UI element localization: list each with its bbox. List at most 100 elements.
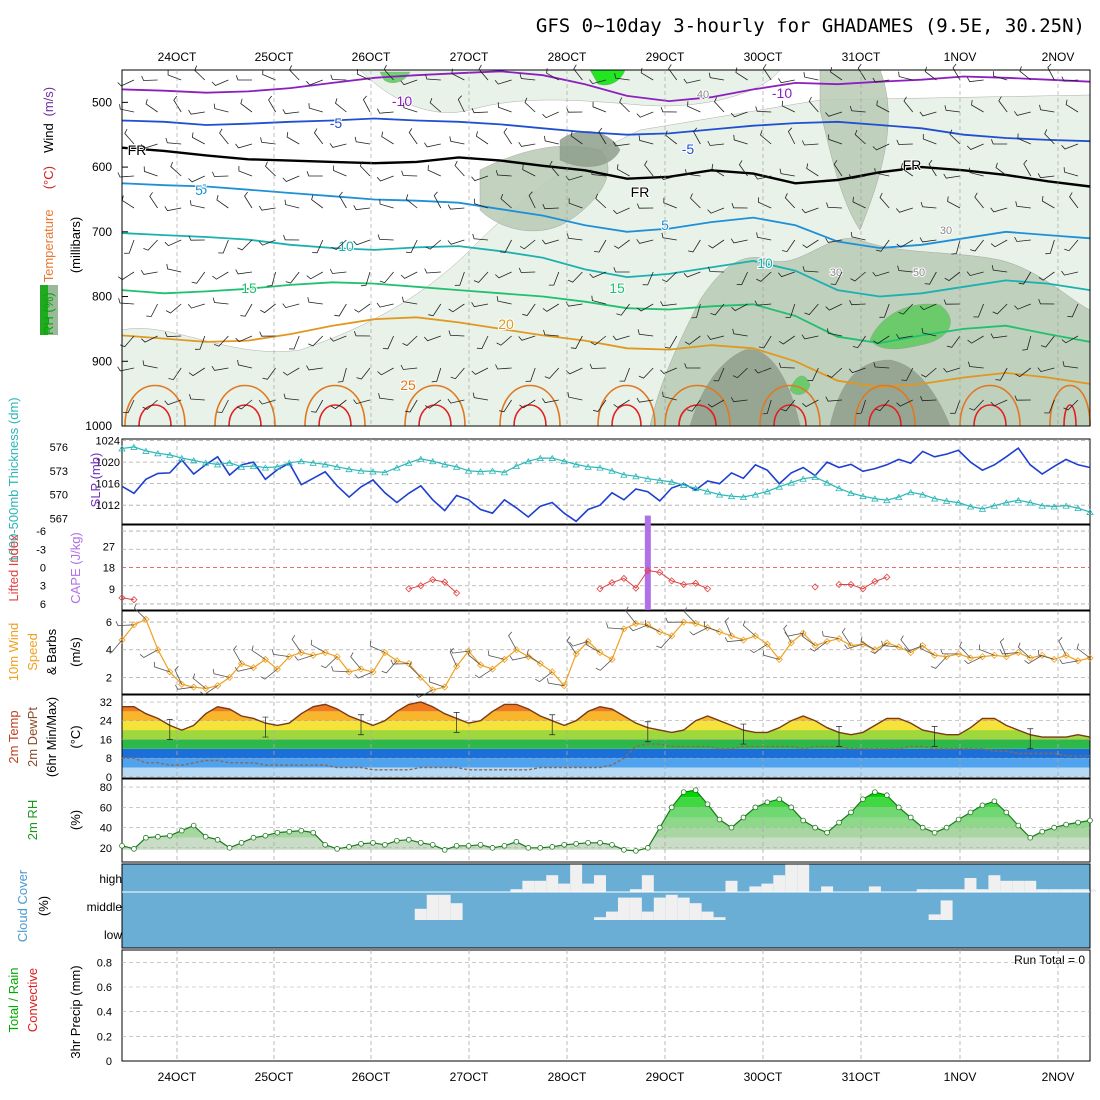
temp-axis-label-1: 2m Temp: [6, 710, 21, 763]
isotherm-line: [121, 146, 1091, 188]
wind-barb: [991, 139, 1008, 145]
cloud-unit-label: (%): [36, 896, 51, 916]
precip-axis-label-3: 3hr Precip (mm): [68, 965, 83, 1058]
wind-barb: [139, 649, 159, 658]
wind-barb: [1044, 129, 1055, 145]
wind-speed-point: [1074, 657, 1082, 665]
rh-point: [190, 822, 197, 829]
middle-cloud-bar: [677, 897, 690, 920]
wind-barb: [1037, 367, 1055, 373]
wind-barb: [849, 105, 866, 113]
wind-speed-point: [692, 619, 700, 628]
wind-barb: [149, 192, 158, 209]
wind-barb: [188, 175, 205, 183]
wind-speed-point: [118, 636, 126, 644]
lifted-index-point: [429, 576, 437, 584]
wind-barb: [329, 335, 347, 342]
wind-barb: [240, 303, 253, 317]
wind-barb: [898, 71, 913, 81]
wind-barb: [145, 99, 158, 113]
wind-barb: [311, 194, 324, 209]
min-max-bar: [166, 719, 173, 740]
wind-speed-point: [954, 650, 963, 658]
wind-speed-point: [178, 680, 186, 688]
wind-barb: [898, 303, 914, 315]
wind-barb: [471, 367, 489, 375]
wind-barb: [662, 391, 677, 401]
thickness-point: [679, 481, 688, 488]
wind-barb: [313, 128, 324, 145]
wind-barb: [995, 162, 1008, 177]
x-tick-label: 27OCT: [450, 50, 489, 64]
wind-barb: [251, 645, 266, 660]
wind-barb: [875, 399, 890, 412]
wind-barb: [526, 649, 541, 664]
cape-axis-label: CAPE (J/kg): [68, 532, 83, 604]
wind-barb: [566, 233, 583, 241]
wind-barb: [687, 101, 701, 113]
contour-label: -5: [330, 115, 343, 131]
thickness-point: [249, 462, 258, 469]
temp-band: [122, 748, 1090, 759]
wind-barb: [1019, 66, 1032, 81]
wind-barb: [844, 643, 864, 650]
wind-speed-point: [775, 655, 783, 663]
contour-label: 30: [940, 225, 952, 237]
min-max-bar: [358, 714, 365, 736]
wind-barb: [1061, 143, 1079, 150]
wind-barb: [258, 205, 276, 211]
wind-barb: [708, 72, 725, 81]
precip-panel: Run Total = 0 0.8 0.6 0.4 0.2 0 Total / Rain C…: [6, 949, 1091, 1068]
wind-barb: [508, 631, 517, 650]
wind-barb: [860, 636, 876, 651]
wind-barb: [1037, 173, 1055, 179]
high-cloud-bar: [522, 880, 535, 892]
wind-barb: [969, 399, 984, 411]
wind-barb: [756, 232, 772, 241]
wind-barb: [376, 302, 394, 308]
wind-barb: [724, 617, 732, 637]
wind-barb: [784, 193, 796, 209]
x-tick-label: 26OCT: [352, 1070, 391, 1084]
isotherm-25-line: [1049, 384, 1091, 427]
wind-barb: [1045, 239, 1055, 255]
wind-barb: [454, 271, 465, 286]
precip-frame: [121, 949, 1091, 1062]
wind-barb: [612, 141, 630, 147]
x-tick-label: 28OCT: [548, 50, 587, 64]
thickness-point: [823, 479, 831, 486]
wind-barb: [944, 105, 961, 113]
wind-barb: [713, 367, 725, 382]
wind-speed-point: [1002, 653, 1010, 661]
wind-barb: [449, 648, 469, 654]
wind-barb: [802, 239, 819, 249]
wind-barb: [143, 166, 158, 177]
thickness-point: [907, 488, 915, 496]
rh-point: [895, 804, 902, 811]
wind-barb: [140, 269, 158, 275]
wind-axis-label-2: Speed: [25, 633, 40, 671]
wind-barb: [685, 169, 701, 177]
wind-barb: [518, 141, 536, 147]
thickness-point: [285, 459, 294, 466]
y-tick-label: 0.8: [97, 957, 112, 969]
cape-tick-label: 18: [103, 563, 115, 575]
wind-barb: [409, 661, 422, 678]
thickness-point: [1050, 503, 1058, 510]
thickness-point: [835, 484, 843, 492]
wind-barb: [240, 98, 253, 113]
wind-barb: [546, 678, 565, 687]
wind-barb: [307, 297, 323, 305]
high-cloud-bar: [928, 889, 941, 892]
wind-barb: [594, 239, 607, 253]
wind-barb: [801, 140, 819, 146]
thickness-point: [584, 463, 592, 470]
wind-barb: [785, 303, 796, 318]
thickness-point: [297, 457, 305, 465]
wind-barb: [876, 100, 890, 113]
wind-barb: [952, 63, 961, 81]
thickness-point: [261, 464, 270, 471]
wind-barb: [593, 399, 607, 412]
wind-barb: [732, 367, 748, 379]
temp-axis-label-4: (°C): [68, 725, 83, 748]
